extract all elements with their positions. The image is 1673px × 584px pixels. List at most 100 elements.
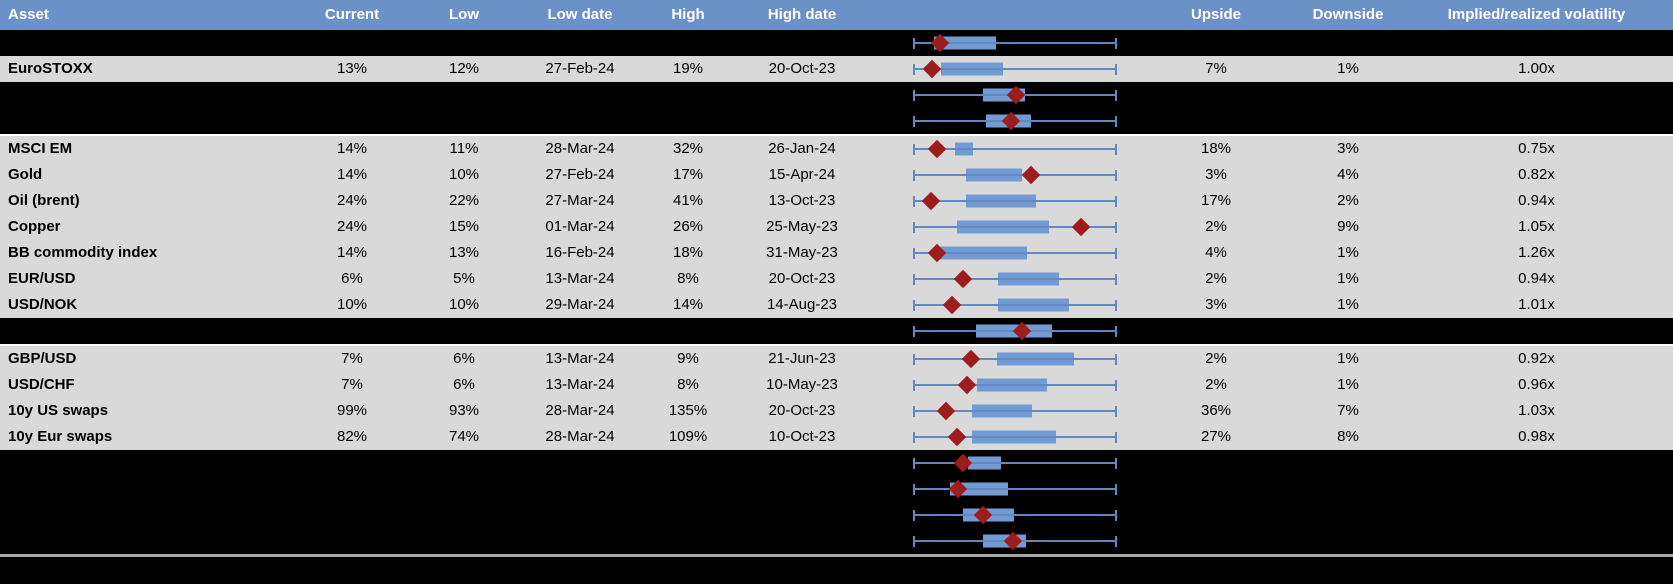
high-date-cell: 20-Oct-23: [768, 60, 836, 77]
range-boxplot: [913, 450, 1117, 476]
high-date-cell: 14-Aug-23: [766, 296, 838, 313]
range-boxplot: [913, 398, 1117, 424]
low-cell: 10%: [448, 296, 480, 313]
header-low-date: Low date: [547, 6, 613, 23]
table-row: [0, 318, 1673, 344]
upside-cell: 17%: [1200, 192, 1232, 209]
downside-cell: 1%: [1337, 60, 1359, 77]
high-cell: 14%: [672, 296, 704, 313]
boxplot-diamond-marker: [953, 269, 973, 289]
low-date-cell: 27-Mar-24: [545, 192, 615, 209]
high-date-cell: 20-Oct-23: [768, 270, 836, 287]
table-row: 10y Eur swaps 82% 74% 28-Mar-24 109% 10-…: [0, 424, 1673, 450]
downside-cell: 7%: [1337, 402, 1359, 419]
asset-cell: 10y Eur swaps: [8, 428, 113, 445]
low-cell: 10%: [448, 166, 480, 183]
range-boxplot-cell: [864, 372, 1136, 398]
range-boxplot: [913, 56, 1117, 82]
high-cell: 41%: [672, 192, 704, 209]
footer-band: [0, 557, 1673, 584]
downside-cell: 1%: [1337, 350, 1359, 367]
table-row: USD/CHF 7% 6% 13-Mar-24 8% 10-May-23 2% …: [0, 372, 1673, 398]
table-row: GBP/USD 7% 6% 13-Mar-24 9% 21-Jun-23 2% …: [0, 346, 1673, 372]
range-boxplot-cell: [864, 56, 1136, 82]
high-cell: 32%: [672, 140, 704, 157]
table-row: [0, 82, 1673, 108]
current-cell: 82%: [336, 428, 368, 445]
range-boxplot: [913, 318, 1117, 344]
range-boxplot-cell: [864, 188, 1136, 214]
high-date-cell: 10-May-23: [766, 376, 838, 393]
downside-cell: 2%: [1337, 192, 1359, 209]
implied-realized-cell: 0.98x: [1518, 428, 1555, 445]
low-date-cell: 13-Mar-24: [545, 376, 615, 393]
upside-cell: 3%: [1205, 166, 1227, 183]
boxplot-diamond-marker: [1021, 165, 1041, 185]
current-cell: 14%: [336, 140, 368, 157]
upside-cell: 2%: [1205, 350, 1227, 367]
header-high: High: [671, 6, 705, 23]
downside-cell: 8%: [1337, 428, 1359, 445]
boxplot-left-cap: [913, 325, 915, 337]
table-row: BB commodity index 14% 13% 16-Feb-24 18%…: [0, 240, 1673, 266]
current-cell: 24%: [336, 192, 368, 209]
boxplot-right-cap: [1115, 483, 1117, 495]
boxplot-left-cap: [913, 431, 915, 443]
table-row: [0, 450, 1673, 476]
header-high-date: High date: [767, 6, 837, 23]
table-row: [0, 476, 1673, 502]
high-date-cell: 25-May-23: [766, 218, 838, 235]
high-date-cell: 13-Oct-23: [768, 192, 836, 209]
boxplot-left-cap: [913, 63, 915, 75]
boxplot-left-cap: [913, 379, 915, 391]
asset-cell: GBP/USD: [8, 350, 77, 367]
upside-cell: 27%: [1200, 428, 1232, 445]
table-row: [0, 528, 1673, 554]
low-date-cell: 27-Feb-24: [545, 60, 615, 77]
upside-cell: 2%: [1205, 218, 1227, 235]
boxplot-whisker-line: [913, 42, 1117, 44]
range-boxplot: [913, 346, 1117, 372]
upside-cell: 2%: [1205, 270, 1227, 287]
high-cell: 26%: [672, 218, 704, 235]
boxplot-whisker-line: [913, 200, 1117, 202]
low-date-cell: 28-Mar-24: [545, 428, 615, 445]
header-low: Low: [449, 6, 479, 23]
current-cell: 14%: [336, 166, 368, 183]
table-row: [0, 108, 1673, 134]
table-body: EuroSTOXX 13% 12% 27-Feb-24 19% 20-Oct-2…: [0, 30, 1673, 554]
boxplot-left-cap: [913, 535, 915, 547]
implied-realized-cell: 0.82x: [1518, 166, 1555, 183]
header-current: Current: [324, 6, 380, 23]
boxplot-left-cap: [913, 247, 915, 259]
range-boxplot-cell: [864, 240, 1136, 266]
downside-cell: 1%: [1337, 270, 1359, 287]
boxplot-whisker-line: [913, 514, 1117, 516]
boxplot-whisker-line: [913, 384, 1117, 386]
low-date-cell: 01-Mar-24: [545, 218, 615, 235]
table-header-row: Asset Current Low Low date High High dat…: [0, 0, 1673, 30]
downside-cell: 1%: [1337, 296, 1359, 313]
range-boxplot-cell: [864, 30, 1136, 56]
boxplot-right-cap: [1115, 89, 1117, 101]
implied-realized-cell: 1.26x: [1518, 244, 1555, 261]
range-boxplot-cell: [864, 346, 1136, 372]
range-boxplot-cell: [864, 424, 1136, 450]
range-boxplot-cell: [864, 398, 1136, 424]
boxplot-whisker-line: [913, 252, 1117, 254]
range-boxplot-cell: [864, 528, 1136, 554]
range-boxplot-cell: [864, 292, 1136, 318]
range-boxplot: [913, 136, 1117, 162]
range-boxplot: [913, 214, 1117, 240]
boxplot-left-cap: [913, 169, 915, 181]
range-boxplot: [913, 476, 1117, 502]
upside-cell: 4%: [1205, 244, 1227, 261]
range-boxplot-cell: [864, 450, 1136, 476]
boxplot-right-cap: [1115, 509, 1117, 521]
low-cell: 11%: [449, 140, 479, 157]
range-boxplot: [913, 240, 1117, 266]
low-cell: 12%: [448, 60, 480, 77]
range-boxplot: [913, 372, 1117, 398]
range-boxplot-cell: [864, 502, 1136, 528]
